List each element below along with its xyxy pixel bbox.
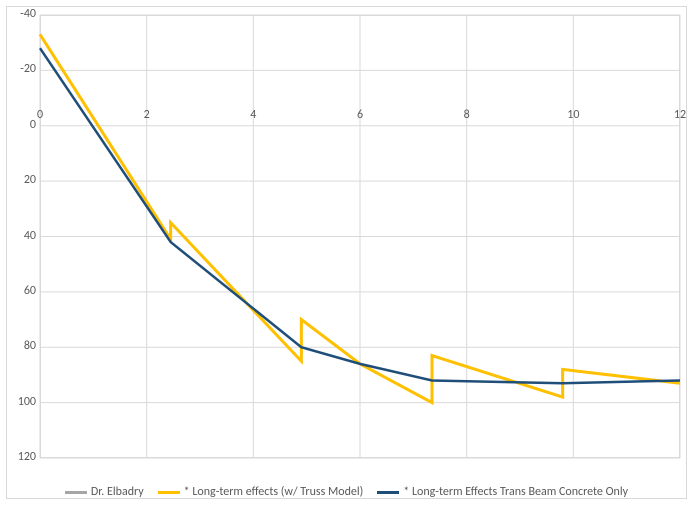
y-tick-label: 60 — [6, 284, 36, 298]
chart-container: -40-20020406080100120024681012 Dr. Elbad… — [0, 0, 693, 505]
x-tick-label: 2 — [137, 108, 157, 122]
legend-swatch — [377, 491, 399, 494]
legend-item: * Long-term Effects Trans Beam Concrete … — [377, 485, 628, 499]
series-line — [40, 48, 680, 383]
legend-label: * Long-term effects (w/ Truss Model) — [184, 485, 364, 499]
legend-label: Dr. Elbadry — [91, 485, 144, 499]
plot-area — [40, 15, 680, 458]
y-tick-label: -20 — [6, 62, 36, 76]
x-tick-label: 0 — [30, 108, 50, 122]
legend: Dr. Elbadry * Long-term effects (w/ Truss… — [0, 485, 693, 499]
x-tick-label: 10 — [563, 108, 583, 122]
legend-item: * Long-term effects (w/ Truss Model) — [158, 485, 364, 499]
y-tick-label: 40 — [6, 229, 36, 243]
x-tick-label: 4 — [243, 108, 263, 122]
legend-swatch — [158, 491, 180, 494]
x-tick-label: 12 — [670, 108, 690, 122]
y-tick-label: -40 — [6, 7, 36, 21]
series-line — [40, 34, 680, 402]
y-tick-label: 100 — [6, 395, 36, 409]
y-tick-label: 20 — [6, 173, 36, 187]
legend-item: Dr. Elbadry — [65, 485, 144, 499]
x-tick-label: 8 — [457, 108, 477, 122]
y-tick-label: 120 — [6, 450, 36, 464]
x-tick-label: 6 — [350, 108, 370, 122]
legend-label: * Long-term Effects Trans Beam Concrete … — [403, 485, 628, 499]
series-line — [40, 34, 680, 402]
legend-swatch — [65, 491, 87, 494]
y-tick-label: 80 — [6, 339, 36, 353]
series-svg — [40, 15, 680, 458]
